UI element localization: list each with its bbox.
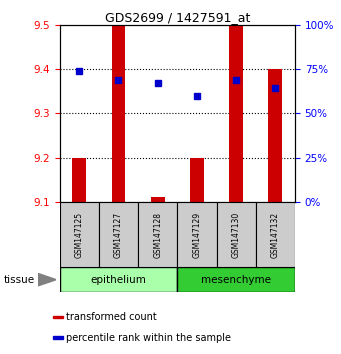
Title: GDS2699 / 1427591_at: GDS2699 / 1427591_at — [105, 11, 250, 24]
Bar — [112, 25, 125, 202]
Bar — [54, 336, 63, 339]
Bar — [54, 316, 63, 319]
Text: GSM147125: GSM147125 — [75, 211, 84, 258]
Bar — [217, 202, 256, 267]
Bar — [177, 202, 217, 267]
Text: epithelium: epithelium — [91, 275, 146, 285]
Text: GSM147132: GSM147132 — [271, 211, 280, 258]
Bar — [72, 158, 86, 202]
Text: transformed count: transformed count — [65, 312, 156, 322]
Bar — [177, 267, 295, 292]
Bar — [151, 197, 165, 202]
Text: mesenchyme: mesenchyme — [201, 275, 271, 285]
Bar — [99, 202, 138, 267]
Bar — [229, 25, 243, 202]
Bar — [138, 202, 177, 267]
Text: GSM147128: GSM147128 — [153, 212, 162, 257]
Bar — [60, 267, 177, 292]
Polygon shape — [38, 273, 56, 286]
Text: GSM147129: GSM147129 — [192, 211, 202, 258]
Bar — [60, 202, 99, 267]
Bar — [256, 202, 295, 267]
Bar — [268, 69, 282, 202]
Bar — [190, 158, 204, 202]
Text: tissue: tissue — [3, 275, 34, 285]
Text: GSM147127: GSM147127 — [114, 211, 123, 258]
Text: GSM147130: GSM147130 — [232, 211, 241, 258]
Text: percentile rank within the sample: percentile rank within the sample — [65, 332, 231, 343]
